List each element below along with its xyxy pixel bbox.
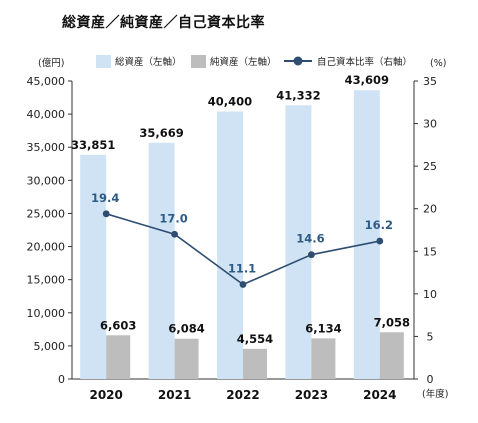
left-axis-unit: (億円) (38, 57, 64, 69)
total-assets-value-label: 43,609 (345, 73, 389, 87)
equity-ratio-point (239, 281, 247, 288)
equity-ratio-point (308, 251, 315, 259)
legend-marker-equity-ratio (293, 56, 303, 66)
left-tick-label: 30,000 (27, 174, 66, 187)
right-tick-label: 35 (423, 75, 437, 88)
x-category-label: 2023 (295, 388, 328, 402)
chart-title: 総資産／純資産／自己資本比率 (62, 15, 265, 31)
total-assets-value-label: 40,400 (208, 94, 252, 108)
right-tick-label: 20 (423, 203, 437, 216)
bar-total-assets (148, 142, 175, 379)
legend-swatch-total-assets (96, 55, 111, 68)
equity-ratio-point (102, 210, 110, 218)
right-tick-label: 15 (423, 245, 437, 258)
right-axis-unit: (%) (430, 58, 446, 69)
left-tick-label: 10,000 (27, 307, 66, 320)
bar-total-assets (285, 105, 312, 379)
total-assets-value-label: 41,332 (276, 88, 320, 102)
equity-ratio-point (376, 237, 384, 245)
right-tick-label: 5 (427, 330, 434, 343)
right-tick-label: 30 (423, 118, 437, 131)
left-tick-label: 25,000 (27, 207, 66, 220)
bar-total-assets (80, 154, 107, 379)
bar-net-assets (379, 332, 404, 379)
bar-net-assets (243, 348, 267, 379)
bar-net-assets (106, 335, 131, 379)
bar-net-assets (311, 338, 336, 379)
x-category-label: 2021 (158, 388, 191, 402)
net-assets-value-label: 6,603 (100, 318, 136, 332)
bar-net-assets (174, 338, 199, 379)
equity-ratio-value-label: 16.2 (365, 218, 393, 232)
left-tick-label: 15,000 (27, 274, 66, 287)
bar-total-assets (353, 90, 380, 379)
left-tick-label: 5,000 (34, 340, 66, 353)
left-tick-label: 35,000 (27, 141, 66, 154)
x-category-label: 2020 (89, 388, 122, 402)
right-tick-label: 0 (427, 373, 434, 386)
equity-ratio-point (171, 230, 179, 238)
total-assets-value-label: 33,851 (71, 138, 115, 152)
equity-ratio-value-label: 17.0 (159, 211, 187, 225)
x-axis-unit: (年度) (422, 388, 448, 400)
left-tick-label: 45,000 (27, 75, 66, 88)
left-tick-label: 0 (58, 373, 65, 386)
left-tick-label: 40,000 (27, 108, 66, 121)
right-tick-label: 25 (423, 160, 437, 173)
x-category-label: 2024 (363, 388, 396, 402)
bar-total-assets (217, 111, 243, 379)
legend-label-equity-ratio: 自己資本比率（右軸） (317, 56, 412, 68)
total-assets-value-label: 35,669 (139, 126, 183, 140)
net-assets-value-label: 4,554 (237, 332, 273, 346)
equity-ratio-value-label: 14.6 (296, 232, 324, 246)
left-tick-label: 20,000 (27, 241, 66, 254)
net-assets-value-label: 7,058 (374, 315, 410, 329)
net-assets-value-label: 6,134 (305, 321, 341, 335)
equity-ratio-value-label: 19.4 (91, 191, 119, 205)
legend-label-net-assets: 純資産（左軸） (210, 56, 277, 68)
legend-swatch-net-assets (191, 55, 206, 68)
legend-label-total-assets: 総資産（左軸） (115, 56, 182, 68)
x-category-label: 2022 (226, 388, 259, 402)
net-assets-value-label: 6,084 (168, 322, 204, 336)
equity-ratio-value-label: 11.1 (228, 261, 256, 275)
right-tick-label: 10 (423, 288, 437, 301)
